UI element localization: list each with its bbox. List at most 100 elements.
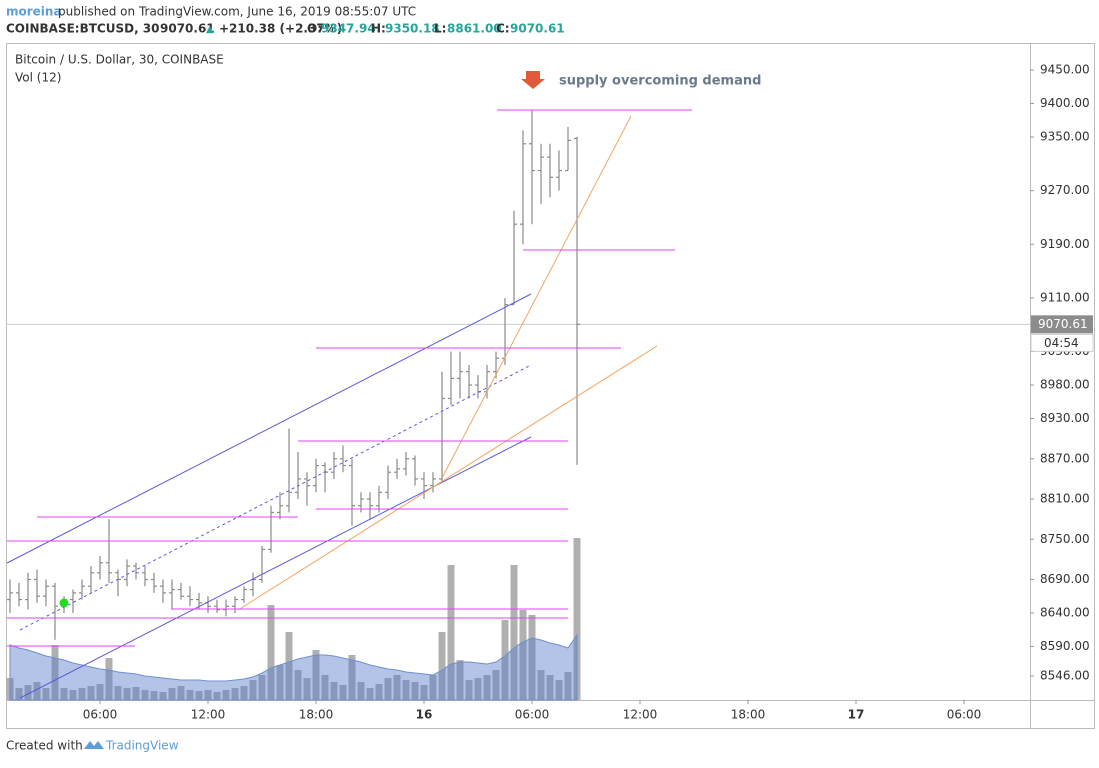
y-tick-label: 8690.00 (1040, 572, 1090, 586)
c-label: C: (496, 22, 510, 36)
volume-bar (213, 692, 221, 700)
volume-bar (537, 670, 545, 700)
y-tick-label: 9110.00 (1040, 290, 1090, 304)
volume-bar (411, 682, 419, 700)
channel-top (6, 293, 532, 564)
volume-bar (87, 686, 95, 700)
volume-bar (60, 688, 68, 700)
trend-line (441, 115, 632, 479)
x-tick-label: 12:00 (623, 708, 658, 722)
c-value: 9070.61 (510, 22, 565, 36)
x-tick-label: 12:00 (191, 708, 226, 722)
y-tick-label: 8930.00 (1040, 411, 1090, 425)
h-label: H: (371, 22, 386, 36)
y-tick-label: 9450.00 (1040, 63, 1090, 77)
volume-bar (312, 650, 320, 700)
arrow-down (521, 71, 545, 89)
frame (6, 43, 1095, 729)
volume-bar (456, 660, 464, 700)
published: published on TradingView.com, June 16, 2… (58, 5, 416, 19)
volume-bar (420, 685, 428, 700)
volume-bar (375, 684, 383, 700)
volume-bar (510, 565, 518, 700)
volume-bar (141, 690, 149, 700)
volume-bar (42, 688, 50, 700)
last: 9070.61 (160, 22, 215, 36)
volume-bar (249, 680, 257, 700)
volume-bar (519, 610, 527, 700)
volume-bar (429, 675, 437, 700)
footer-brand: TradingView (105, 739, 179, 753)
last-price-box (1031, 315, 1093, 334)
trend-line (237, 345, 658, 611)
y-tick-label: 9350.00 (1040, 130, 1090, 144)
volume-bar (222, 690, 230, 700)
volume-bar (546, 675, 554, 700)
o-value: 9347.94 (321, 22, 376, 36)
volume-bar (303, 678, 311, 700)
marker-dot (59, 598, 69, 608)
annotation: supply overcoming demand (559, 74, 761, 89)
last-price-label: 9070.61 (1038, 317, 1088, 331)
volume-bar (267, 605, 275, 700)
volume-ma-area (9, 633, 578, 701)
volume-bar (321, 675, 329, 700)
l-value: 8861.00 (447, 22, 502, 36)
volume-bar (474, 678, 482, 700)
x-tick-label: 18:00 (299, 708, 334, 722)
volume-bar (447, 565, 455, 700)
x-tick-label: 18:00 (731, 708, 766, 722)
change-arrow: ▲ (206, 24, 214, 35)
o-label: O: (307, 22, 322, 36)
volume-bar (240, 686, 248, 700)
volume-bar (402, 680, 410, 700)
author: moreina (6, 5, 62, 19)
symbol: COINBASE:BTCUSD, 30 (6, 22, 160, 36)
volume-bar (123, 688, 131, 700)
volume-bar (96, 684, 104, 700)
footer-created: Created with (6, 739, 83, 753)
y-tick-label: 8980.00 (1040, 378, 1090, 392)
volume-bar (177, 686, 185, 700)
volume-bar (366, 688, 374, 700)
x-tick-label: 16 (416, 708, 433, 722)
y-tick-label: 8810.00 (1040, 492, 1090, 506)
volume-bar (159, 692, 167, 700)
channel-bottom (19, 436, 532, 699)
y-tick-label: 9270.00 (1040, 183, 1090, 197)
logo (84, 741, 104, 749)
volume-bar (555, 680, 563, 700)
volume-bar (258, 675, 266, 700)
x-tick-label: 17 (848, 708, 865, 722)
volume-bar (150, 691, 158, 700)
volume-bar (393, 675, 401, 700)
volume-bar (330, 682, 338, 700)
volume-bar (384, 678, 392, 700)
volume-bar (33, 682, 41, 700)
y-tick-label: 9400.00 (1040, 96, 1090, 110)
h-value: 9350.18 (385, 22, 440, 36)
volume-bar (231, 688, 239, 700)
volume-bar (78, 688, 86, 700)
volume-bar (465, 680, 473, 700)
volume-bar (483, 675, 491, 700)
y-tick-label: 9190.00 (1040, 237, 1090, 251)
volume-bar (285, 632, 293, 700)
volume-bar (339, 685, 347, 700)
y-tick-label: 8750.00 (1040, 532, 1090, 546)
volume-bar (15, 688, 23, 700)
volume-bar (492, 670, 500, 700)
countdown-box (1030, 333, 1094, 352)
y-tick-label: 8870.00 (1040, 451, 1090, 465)
volume-bar (69, 690, 77, 700)
plot (6, 110, 1030, 701)
y-tick-label: 8546.00 (1040, 669, 1090, 683)
volume-bar (357, 682, 365, 700)
volume-bar (276, 665, 284, 700)
drawings (6, 71, 692, 699)
volume-bar (51, 645, 59, 700)
countdown-label: 04:54 (1044, 336, 1079, 350)
volume-bar (195, 691, 203, 700)
